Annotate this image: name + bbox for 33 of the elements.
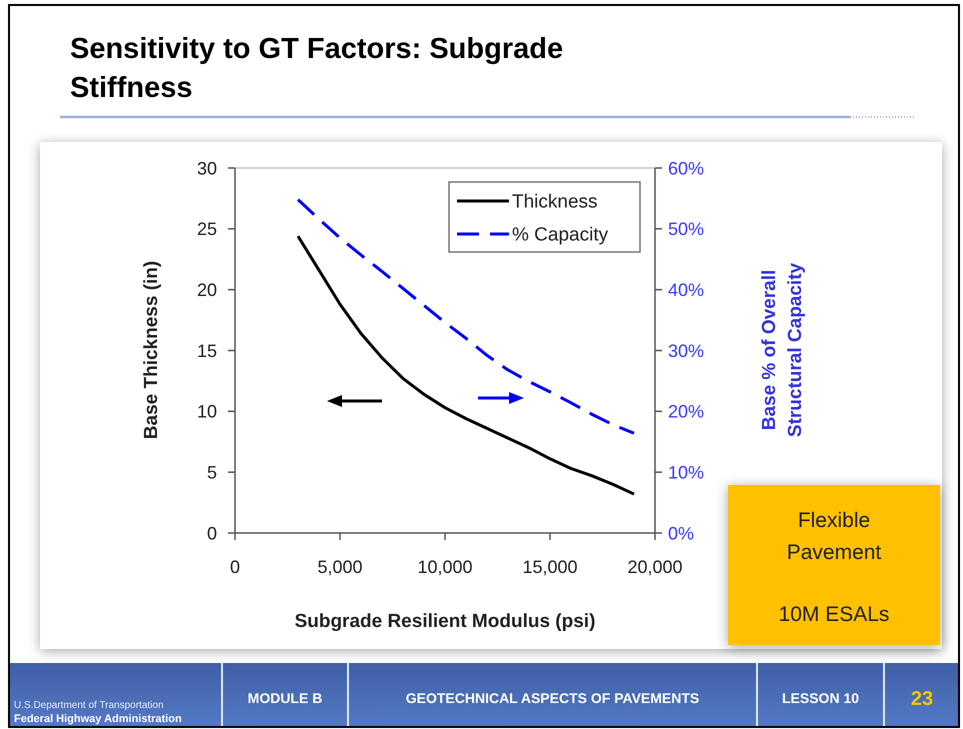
x-tick-label: 10,000: [417, 557, 473, 577]
y2-tick-label: 60%: [668, 158, 704, 178]
chart-title: Sensitivity to GT Factors: Subgrade Stiffness: [70, 33, 564, 104]
text: U.S.Department of Transportation: [14, 700, 164, 711]
y-tick-label: 5: [206, 462, 217, 482]
y-tick-label: 0: [206, 523, 217, 544]
y-tick-label: 20: [196, 280, 217, 300]
y2-tick-label: 30%: [668, 340, 704, 361]
y2-tick-label: 50%: [668, 219, 704, 240]
legend-label: Thickness: [512, 192, 598, 213]
x-tick-label: 15,000: [522, 557, 578, 577]
legend-label: % Capacity: [512, 224, 609, 246]
y-tick-label: 25: [196, 219, 217, 240]
y2-tick-label: 10%: [668, 462, 704, 482]
text: 10M ESALs: [778, 603, 890, 626]
y-tick-label: 10: [196, 402, 217, 422]
y2-tick-label: 0%: [668, 523, 694, 544]
x-tick-label: 20,000: [627, 557, 683, 577]
text: 23: [910, 688, 934, 710]
text: Flexible Pavement: [786, 509, 882, 564]
y2-axis-title: Base % of Overall Structural Capacity: [759, 262, 806, 438]
x-tick-label: 5,000: [317, 557, 363, 577]
y2-tick-label: 20%: [668, 402, 704, 422]
text: Federal Highway Administration: [14, 713, 182, 725]
y-tick-label: 15: [196, 340, 217, 361]
x-tick-label: 0: [230, 557, 240, 577]
y2-tick-label: 40%: [668, 280, 704, 300]
text: GEOTECHNICAL ASPECTS OF PAVEMENTS: [406, 690, 700, 706]
y-tick-label: 30: [196, 158, 217, 178]
text: MODULE B: [248, 690, 322, 706]
text: LESSON 10: [782, 690, 860, 706]
x-axis-title: Subgrade Resilient Modulus (psi): [294, 611, 596, 632]
y-axis-title: Base Thickness (in): [141, 260, 162, 440]
